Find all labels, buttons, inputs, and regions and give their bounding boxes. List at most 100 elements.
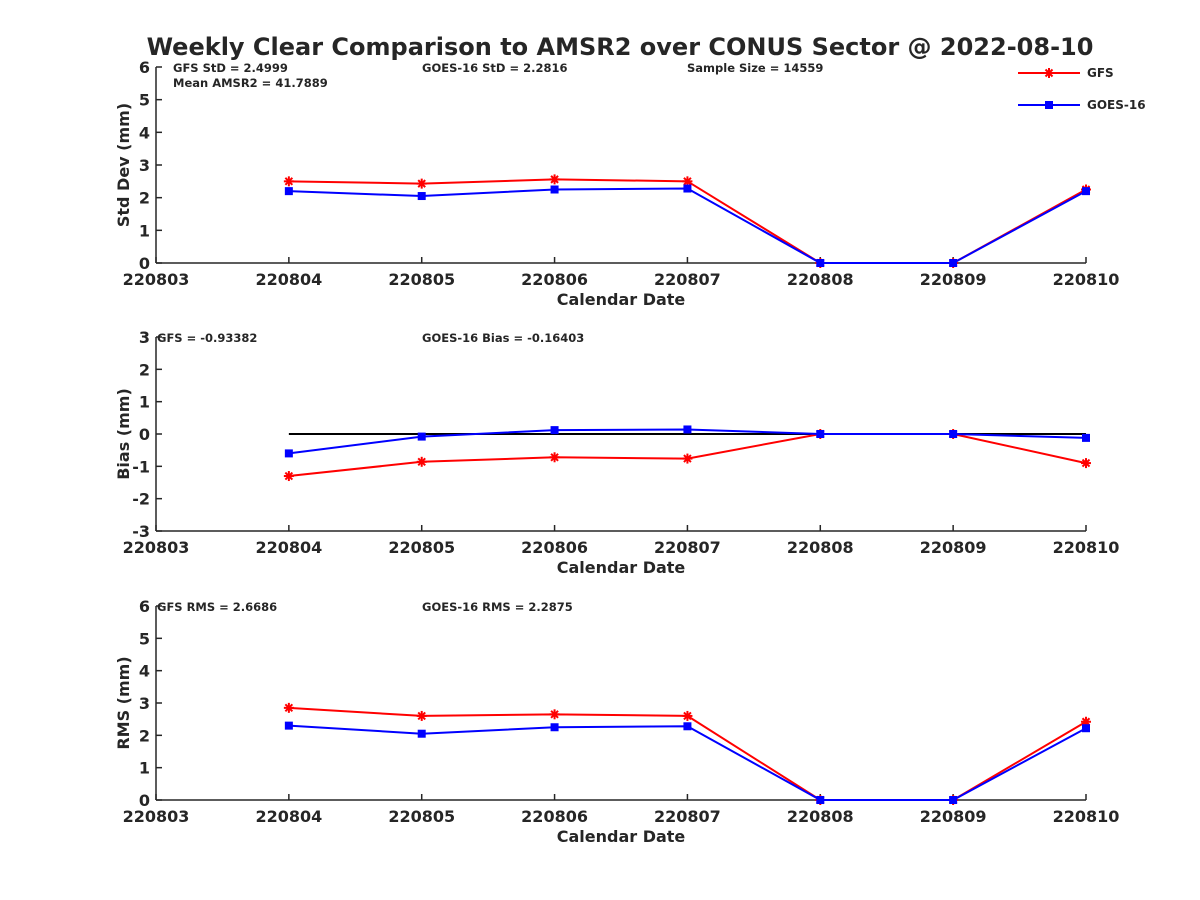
x-axis-label: Calendar Date xyxy=(557,827,686,846)
y-tick-label: 4 xyxy=(139,123,150,142)
data-point xyxy=(417,729,426,738)
data-point xyxy=(284,187,293,196)
x-tick-label: 220806 xyxy=(521,807,588,826)
data-point xyxy=(816,259,825,267)
y-tick-label: 6 xyxy=(139,597,150,616)
data-point xyxy=(549,709,560,720)
data-point xyxy=(683,184,692,193)
data-point xyxy=(417,192,426,201)
data-point xyxy=(284,721,293,730)
data-point xyxy=(949,259,958,267)
x-tick-label: 220807 xyxy=(654,807,721,826)
data-point xyxy=(550,185,559,194)
rms-panel: 0 1 2 3 4 5 6 220803 220804 220805 220806 220807 220… xyxy=(114,597,1119,846)
data-point xyxy=(283,176,294,187)
x-tick-label: 220806 xyxy=(521,270,588,289)
data-point xyxy=(949,796,958,804)
data-point xyxy=(1081,458,1091,469)
x-tick-label: 220805 xyxy=(388,270,455,289)
y-tick-label: 3 xyxy=(139,328,150,347)
legend-label: GFS xyxy=(1087,66,1114,80)
data-point xyxy=(1082,187,1090,196)
data-point xyxy=(417,432,426,441)
data-point xyxy=(816,796,825,804)
y-tick-label: 4 xyxy=(139,662,150,681)
chart-title: Weekly Clear Comparison to AMSR2 over CO… xyxy=(147,33,1094,61)
data-point xyxy=(682,453,693,464)
x-tick-label: 220810 xyxy=(1053,270,1120,289)
x-axis-label: Calendar Date xyxy=(557,290,686,309)
data-point xyxy=(682,176,693,187)
legend-marker xyxy=(1044,68,1054,78)
y-axis-label: Bias (mm) xyxy=(114,388,133,480)
data-point xyxy=(682,710,693,721)
y-axis-label: Std Dev (mm) xyxy=(114,103,133,227)
y-tick-label: 2 xyxy=(139,360,150,379)
x-tick-label: 220808 xyxy=(787,538,854,557)
y-tick-label: -3 xyxy=(132,522,150,541)
y-tick-label: 0 xyxy=(139,425,150,444)
data-point xyxy=(416,710,427,721)
data-point xyxy=(683,722,692,731)
stat-annotation: GFS = -0.93382 xyxy=(157,331,257,345)
series-line-gfs xyxy=(288,706,1087,801)
data-point xyxy=(283,471,294,482)
data-point xyxy=(549,174,560,185)
x-tick-label: 220809 xyxy=(920,807,987,826)
y-tick-label: 1 xyxy=(139,759,150,778)
x-tick-label: 220805 xyxy=(388,538,455,557)
y-tick-label: -2 xyxy=(132,490,150,509)
data-point xyxy=(816,430,825,438)
x-tick-label: 220803 xyxy=(123,807,190,826)
y-tick-label: 6 xyxy=(139,58,150,77)
x-axis-label: Calendar Date xyxy=(557,558,686,577)
y-tick-label: 3 xyxy=(139,156,150,175)
y-axis-label: RMS (mm) xyxy=(114,656,133,749)
y-tick-label: 5 xyxy=(139,629,150,648)
std-dev-panel: 0 1 2 3 4 5 6 220803 220804 220805 220806 220807 220… xyxy=(114,58,1119,309)
x-tick-label: 220807 xyxy=(654,538,721,557)
x-tick-label: 220805 xyxy=(388,807,455,826)
data-point xyxy=(683,425,692,434)
y-tick-label: 0 xyxy=(139,791,150,810)
y-tick-label: 3 xyxy=(139,694,150,713)
x-tick-label: 220806 xyxy=(521,538,588,557)
data-point xyxy=(949,430,958,438)
x-tick-label: 220804 xyxy=(255,538,322,557)
bias-panel: -3 -2 -1 0 1 2 3 220803 220804 220805 220806 220807… xyxy=(114,328,1119,577)
stat-annotation: Mean AMSR2 = 41.7889 xyxy=(173,76,328,90)
x-tick-label: 220808 xyxy=(787,270,854,289)
stat-annotation: GOES-16 StD = 2.2816 xyxy=(422,61,567,75)
x-tick-label: 220804 xyxy=(255,807,322,826)
x-tick-label: 220810 xyxy=(1053,807,1120,826)
legend: GFS GOES-16 xyxy=(1018,66,1146,112)
stat-annotation: Sample Size = 14559 xyxy=(687,61,823,75)
data-point xyxy=(549,452,560,463)
stat-annotation: GFS RMS = 2.6686 xyxy=(157,600,277,614)
data-point xyxy=(550,723,559,732)
series-line-goes-16 xyxy=(288,187,1087,264)
y-tick-label: 2 xyxy=(139,189,150,208)
data-point xyxy=(284,449,293,458)
y-tick-label: 5 xyxy=(139,91,150,110)
stat-annotation: GOES-16 RMS = 2.2875 xyxy=(422,600,573,614)
y-tick-label: 1 xyxy=(139,221,150,240)
x-tick-label: 220809 xyxy=(920,270,987,289)
data-point xyxy=(283,702,294,713)
x-tick-label: 220807 xyxy=(654,270,721,289)
data-point xyxy=(550,426,559,435)
data-point xyxy=(416,178,427,189)
x-tick-label: 220803 xyxy=(123,538,190,557)
stat-annotation: GFS StD = 2.4999 xyxy=(173,61,288,75)
y-tick-label: 2 xyxy=(139,726,150,745)
legend-label: GOES-16 xyxy=(1087,98,1146,112)
x-tick-label: 220810 xyxy=(1053,538,1120,557)
legend-marker xyxy=(1045,101,1053,109)
y-tick-label: 1 xyxy=(139,393,150,412)
y-tick-label: -1 xyxy=(132,457,150,476)
data-point xyxy=(1082,433,1090,442)
x-tick-label: 220808 xyxy=(787,807,854,826)
data-point xyxy=(416,456,427,467)
x-tick-label: 220809 xyxy=(920,538,987,557)
